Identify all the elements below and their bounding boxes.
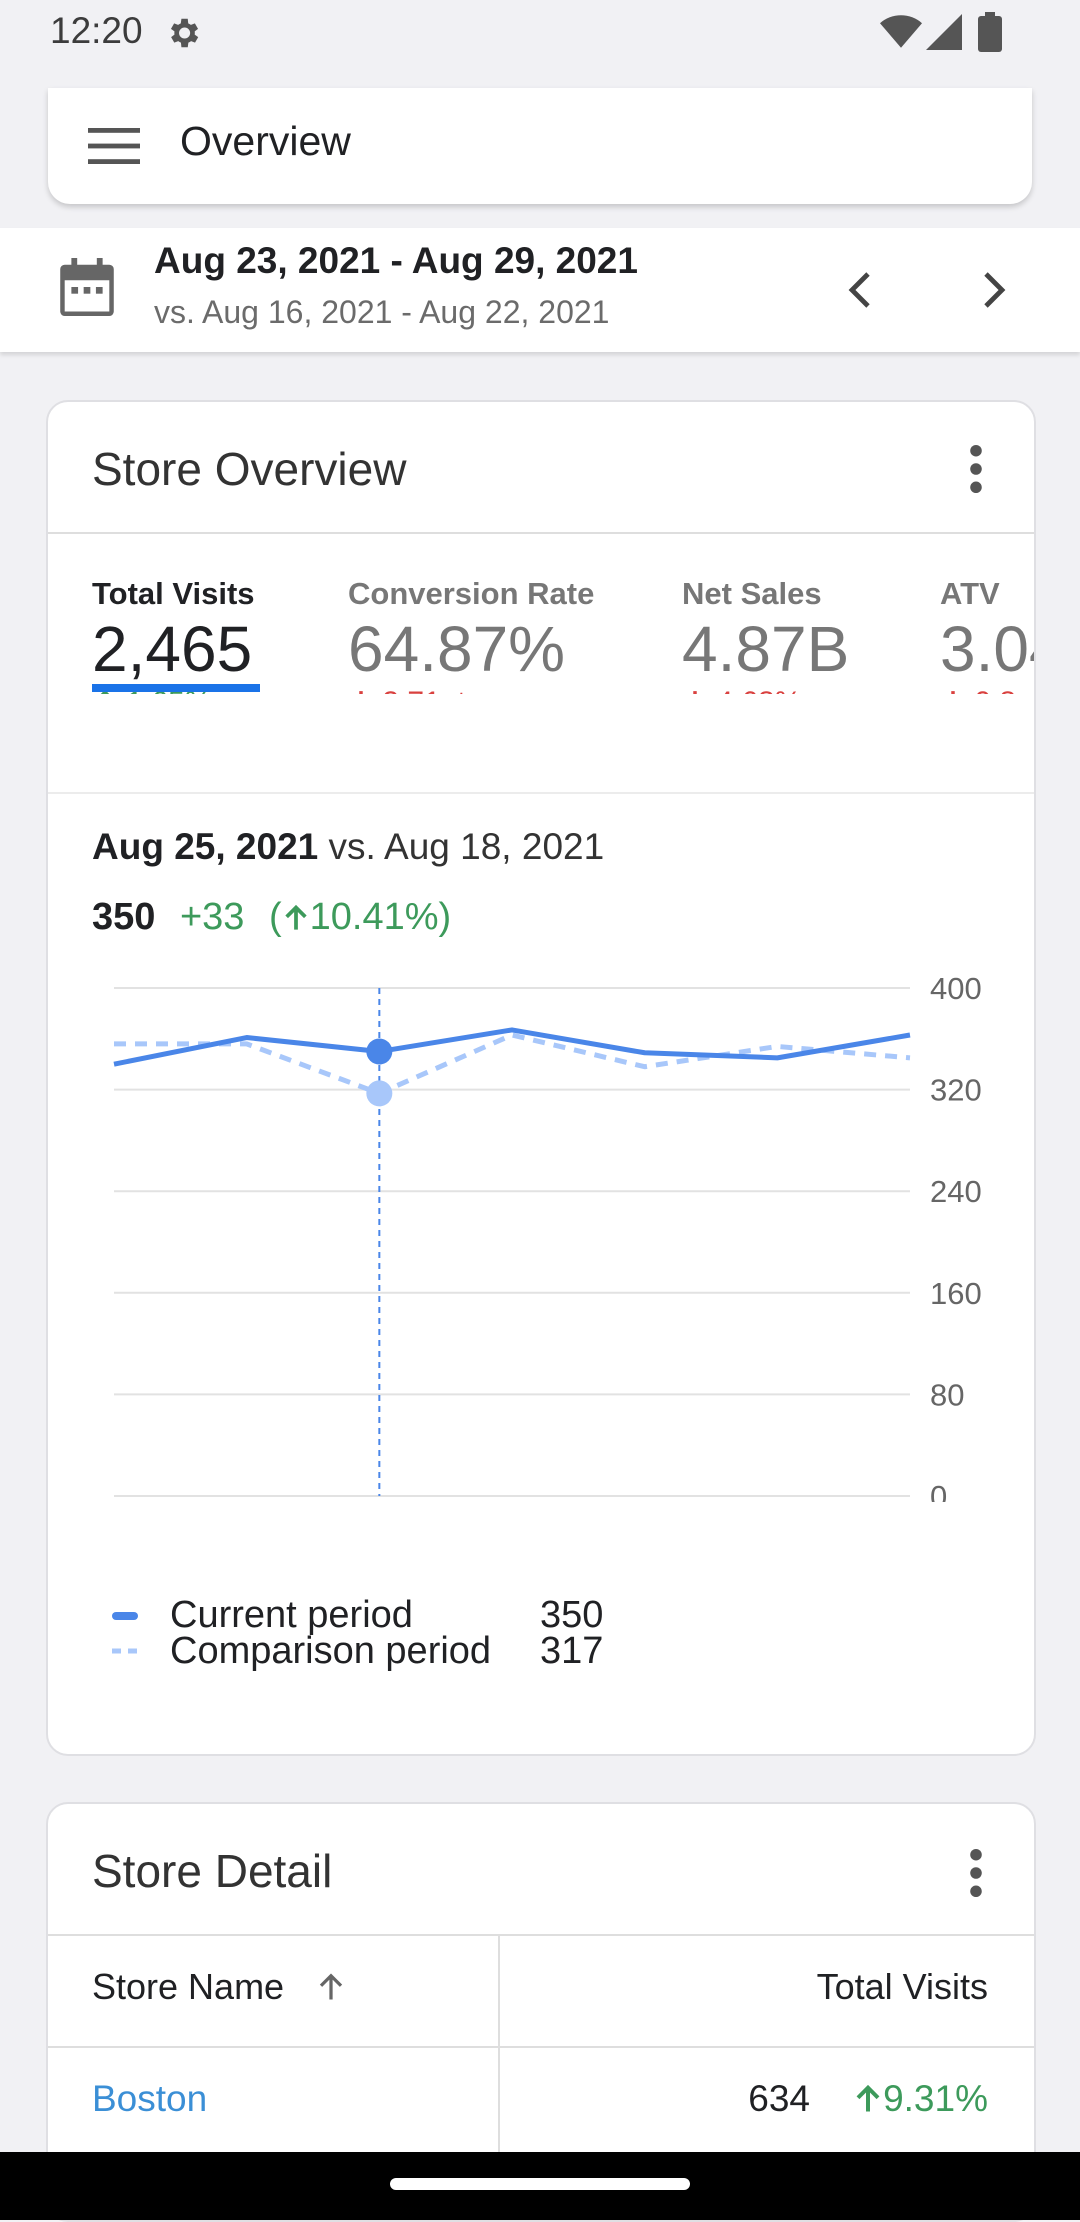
arrow-up-icon [856, 2084, 880, 2112]
top-app-bar: Overview [48, 88, 1032, 204]
more-options-icon[interactable] [968, 1848, 984, 1898]
battery-icon [978, 12, 1002, 52]
y-tick-label: 320 [930, 1073, 982, 1108]
y-tick-label: 240 [930, 1174, 982, 1209]
metric-delta: 3.71pt [348, 686, 466, 694]
divider [48, 1934, 1034, 1936]
selected-change-pct-value: 10.41% [309, 896, 439, 938]
metric-delta-value: 0.8 [974, 686, 1016, 694]
store-name-link[interactable]: Boston [92, 2078, 208, 2119]
selected-date: Aug 25, 2021 [92, 826, 319, 867]
table-row[interactable]: Boston 634 9.31% [48, 2048, 1034, 2158]
arrow-up-icon [285, 904, 307, 930]
selected-change: +33 [179, 896, 245, 938]
metric-name: ATV [940, 576, 1000, 611]
chevron-left-icon[interactable] [842, 270, 878, 310]
metric-value: 64.87% [348, 613, 566, 685]
visits-line-chart[interactable]: 080160240320400Aug 23, 2021Aug 29, 2021 [48, 962, 1036, 1502]
arrow-up-icon [100, 689, 110, 694]
metric-delta: 4.68% [682, 686, 801, 694]
date-range-bar: Aug 23, 2021 - Aug 29, 2021 vs. Aug 16, … [0, 228, 1080, 352]
store-visits-delta: 9.31% [838, 2078, 988, 2120]
column-header-total-visits[interactable]: Total Visits [648, 1966, 988, 2008]
metric-value: 4.87B [682, 613, 850, 685]
metric-name: Total Visits [92, 576, 255, 611]
hamburger-menu-icon[interactable] [88, 128, 140, 164]
metric-tab-conversion-rate[interactable]: Conversion Rate 64.87% 3.71pt [348, 576, 608, 694]
store-visits-value: 634 [748, 2078, 810, 2119]
legend-swatch-current [112, 1612, 138, 1620]
page-title: Overview [180, 118, 351, 164]
arrow-down-icon [951, 691, 955, 694]
gear-icon [170, 18, 199, 48]
selected-point-date: Aug 25, 2021 vs. Aug 18, 2021 [92, 826, 604, 868]
y-tick-label: 0 [930, 1479, 947, 1502]
metric-name: Conversion Rate [348, 576, 595, 611]
column-divider [498, 1936, 500, 2220]
system-navigation-bar [0, 2152, 1080, 2220]
signal-icon [926, 14, 962, 50]
column-header-label: Store Name [92, 1966, 285, 2007]
legend-label-current: Current period [170, 1594, 413, 1636]
metric-delta-value: 4.68% [716, 686, 801, 694]
legend-swatch-comparison [112, 1648, 144, 1654]
metric-tab-atv[interactable]: ATV 3.04 0.8 [940, 576, 1034, 694]
wifi-icon [880, 15, 922, 48]
home-gesture-handle[interactable] [390, 2178, 690, 2190]
store-overview-card: Store Overview Total Visits 2,465 1.65% … [46, 400, 1036, 1756]
y-tick-label: 400 [930, 971, 982, 1006]
date-range-primary[interactable]: Aug 23, 2021 - Aug 29, 2021 [154, 240, 638, 281]
card-title: Store Detail [92, 1845, 333, 1897]
calendar-icon[interactable] [60, 258, 114, 316]
y-tick-label: 80 [930, 1377, 964, 1412]
legend-label-comparison: Comparison period [170, 1630, 492, 1672]
selected-point-value: 350 +33 (10.41%) [92, 896, 451, 939]
more-options-icon[interactable] [968, 444, 984, 494]
store-visits-delta-value: 9.31% [883, 2078, 988, 2119]
legend-value-comparison: 317 [540, 1630, 604, 1672]
sort-ascending-icon[interactable] [316, 1972, 346, 2002]
legend-value-current: 350 [540, 1594, 604, 1636]
metric-tabs: Total Visits 2,465 1.65% Conversion Rate… [48, 534, 1034, 694]
status-bar: 12:20 [0, 0, 1080, 64]
arrow-down-icon [359, 691, 363, 694]
selected-tab-indicator [92, 684, 260, 692]
comparison-date: vs. Aug 18, 2021 [328, 826, 605, 867]
column-header-label: Total Visits [816, 1966, 988, 2007]
metric-value: 2,465 [92, 613, 253, 685]
selected-value: 350 [92, 896, 156, 938]
metric-delta: 0.8 [940, 686, 1016, 694]
chevron-right-icon[interactable] [976, 270, 1012, 310]
card-title: Store Overview [92, 443, 407, 495]
metric-name: Net Sales [682, 576, 822, 611]
comparison-series-line [114, 1032, 911, 1096]
comparison-highlight-point [366, 1080, 393, 1107]
column-header-store-name[interactable]: Store Name [92, 1966, 346, 2008]
current-series-line [113, 1027, 911, 1067]
metric-value: 3.04 [940, 613, 1034, 685]
current-highlight-point [366, 1038, 393, 1065]
selected-change-pct: (10.41%) [269, 896, 452, 938]
divider [48, 792, 1034, 794]
divider [48, 532, 1034, 534]
metric-tab-total-visits[interactable]: Total Visits 2,465 1.65% [92, 576, 272, 694]
date-range-comparison: vs. Aug 16, 2021 - Aug 22, 2021 [154, 294, 610, 330]
arrow-down-icon [693, 691, 697, 694]
status-time: 12:20 [50, 10, 143, 51]
y-tick-label: 160 [930, 1276, 982, 1311]
divider [48, 2046, 1034, 2048]
metric-tab-net-sales[interactable]: Net Sales 4.87B 4.68% [682, 576, 882, 694]
metric-delta-value: 3.71pt [382, 686, 465, 694]
